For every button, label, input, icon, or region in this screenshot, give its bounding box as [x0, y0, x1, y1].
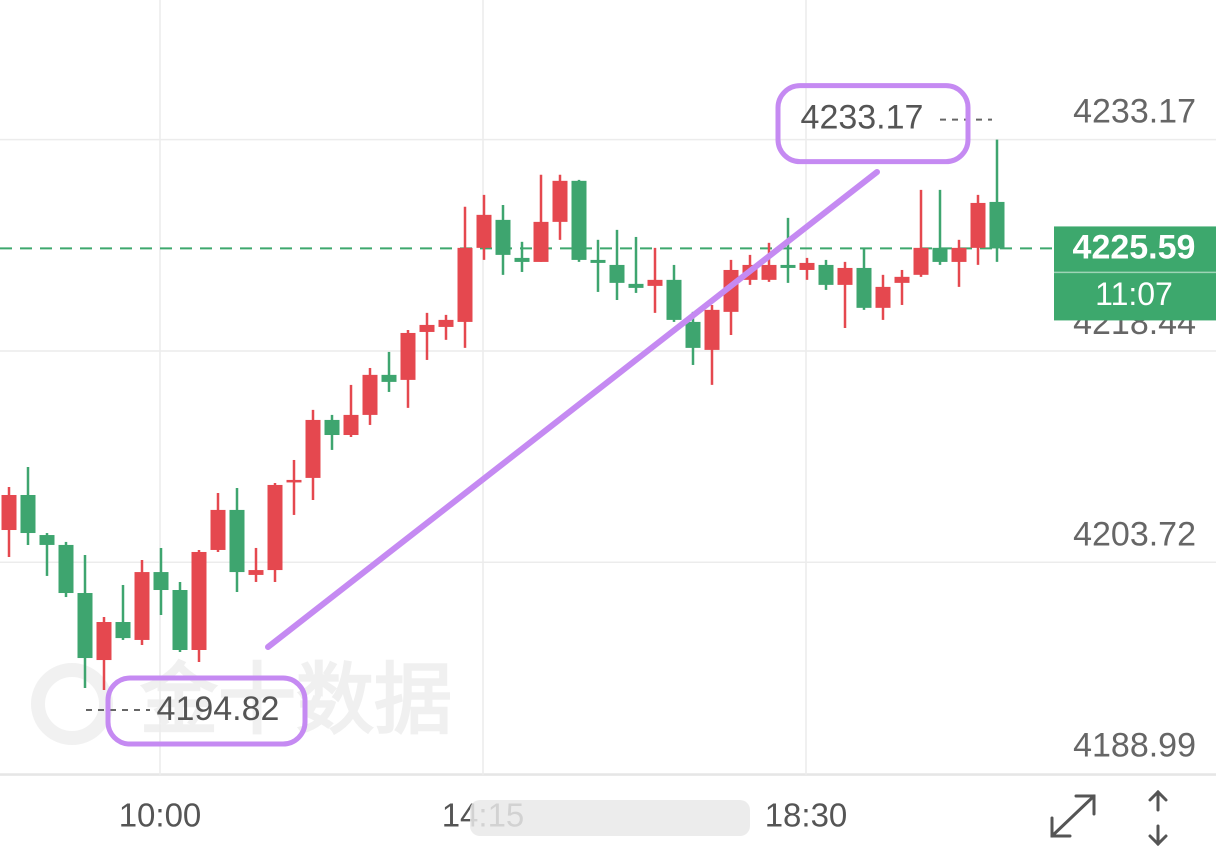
candle-body: [913, 247, 929, 275]
candle-body: [153, 572, 169, 591]
candle-body: [267, 484, 283, 571]
candle-body: [115, 622, 131, 639]
low-annotation-box: [105, 675, 308, 747]
candle-body: [1, 494, 17, 531]
candle-body: [685, 321, 701, 348]
candle-body: [229, 509, 245, 573]
y-tick-label: 4233.17: [1073, 93, 1196, 131]
candle-body: [286, 479, 302, 483]
candle-body: [305, 419, 321, 478]
candle-body: [191, 551, 207, 650]
candle-body: [248, 570, 264, 575]
candle-body: [324, 419, 340, 436]
blur-patch: [470, 800, 750, 836]
x-tick-label: 18:30: [765, 797, 848, 834]
candle-body: [134, 572, 150, 640]
candle-body: [704, 309, 720, 350]
candle-body: [818, 264, 834, 285]
candle-body: [970, 202, 986, 248]
candle-body: [856, 267, 872, 308]
candle-body: [571, 180, 587, 260]
countdown: 11:07: [1095, 276, 1173, 312]
candle-body: [457, 247, 473, 322]
candle-body: [875, 286, 891, 308]
watermark-logo: [31, 663, 113, 745]
low-annotation: 4194.82: [157, 690, 280, 728]
trend-line: [265, 169, 880, 650]
y-tick-label: 4203.72: [1073, 515, 1196, 553]
candle-body: [514, 257, 530, 262]
candle-body: [590, 259, 606, 263]
candle-body: [39, 535, 55, 545]
candle-body: [20, 494, 36, 534]
candle-body: [799, 262, 815, 270]
x-tick-label: 10:00: [119, 797, 202, 834]
y-tick-label: 4188.99: [1073, 727, 1196, 765]
candle-body: [381, 374, 397, 382]
high-annotation-box: [775, 83, 971, 165]
candle-body: [609, 264, 625, 283]
candle-body: [476, 214, 492, 248]
candle-body: [932, 247, 948, 262]
candle-body: [58, 544, 74, 594]
candle-body: [172, 590, 188, 650]
candle-body: [419, 324, 435, 332]
watermark: 金十数据: [139, 656, 452, 744]
candle-body: [533, 221, 549, 262]
candle-body: [666, 279, 682, 320]
candle-body: [210, 509, 226, 550]
candle-body: [628, 283, 644, 288]
current-price-label: 4225.59: [1073, 228, 1196, 266]
candle-body: [362, 374, 378, 415]
overlay: [470, 789, 1168, 847]
price-box: [1054, 226, 1216, 321]
candle-body: [989, 201, 1005, 249]
candle-body: [761, 264, 777, 280]
candle-body: [647, 279, 663, 286]
candle-body: [343, 414, 359, 436]
candle-body: [438, 319, 454, 327]
candle-body: [96, 622, 112, 661]
candle-body: [552, 180, 568, 222]
candle-body: [77, 593, 93, 659]
candle-body: [894, 276, 910, 283]
scale-icon[interactable]: [1148, 789, 1168, 847]
high-annotation: 4233.17: [801, 99, 924, 137]
expand-icon[interactable]: [1050, 794, 1096, 838]
candle-body: [495, 219, 511, 255]
candle-body: [780, 264, 796, 268]
candle-body: [951, 247, 967, 262]
candle-body: [837, 267, 853, 285]
candle-body: [400, 332, 416, 380]
